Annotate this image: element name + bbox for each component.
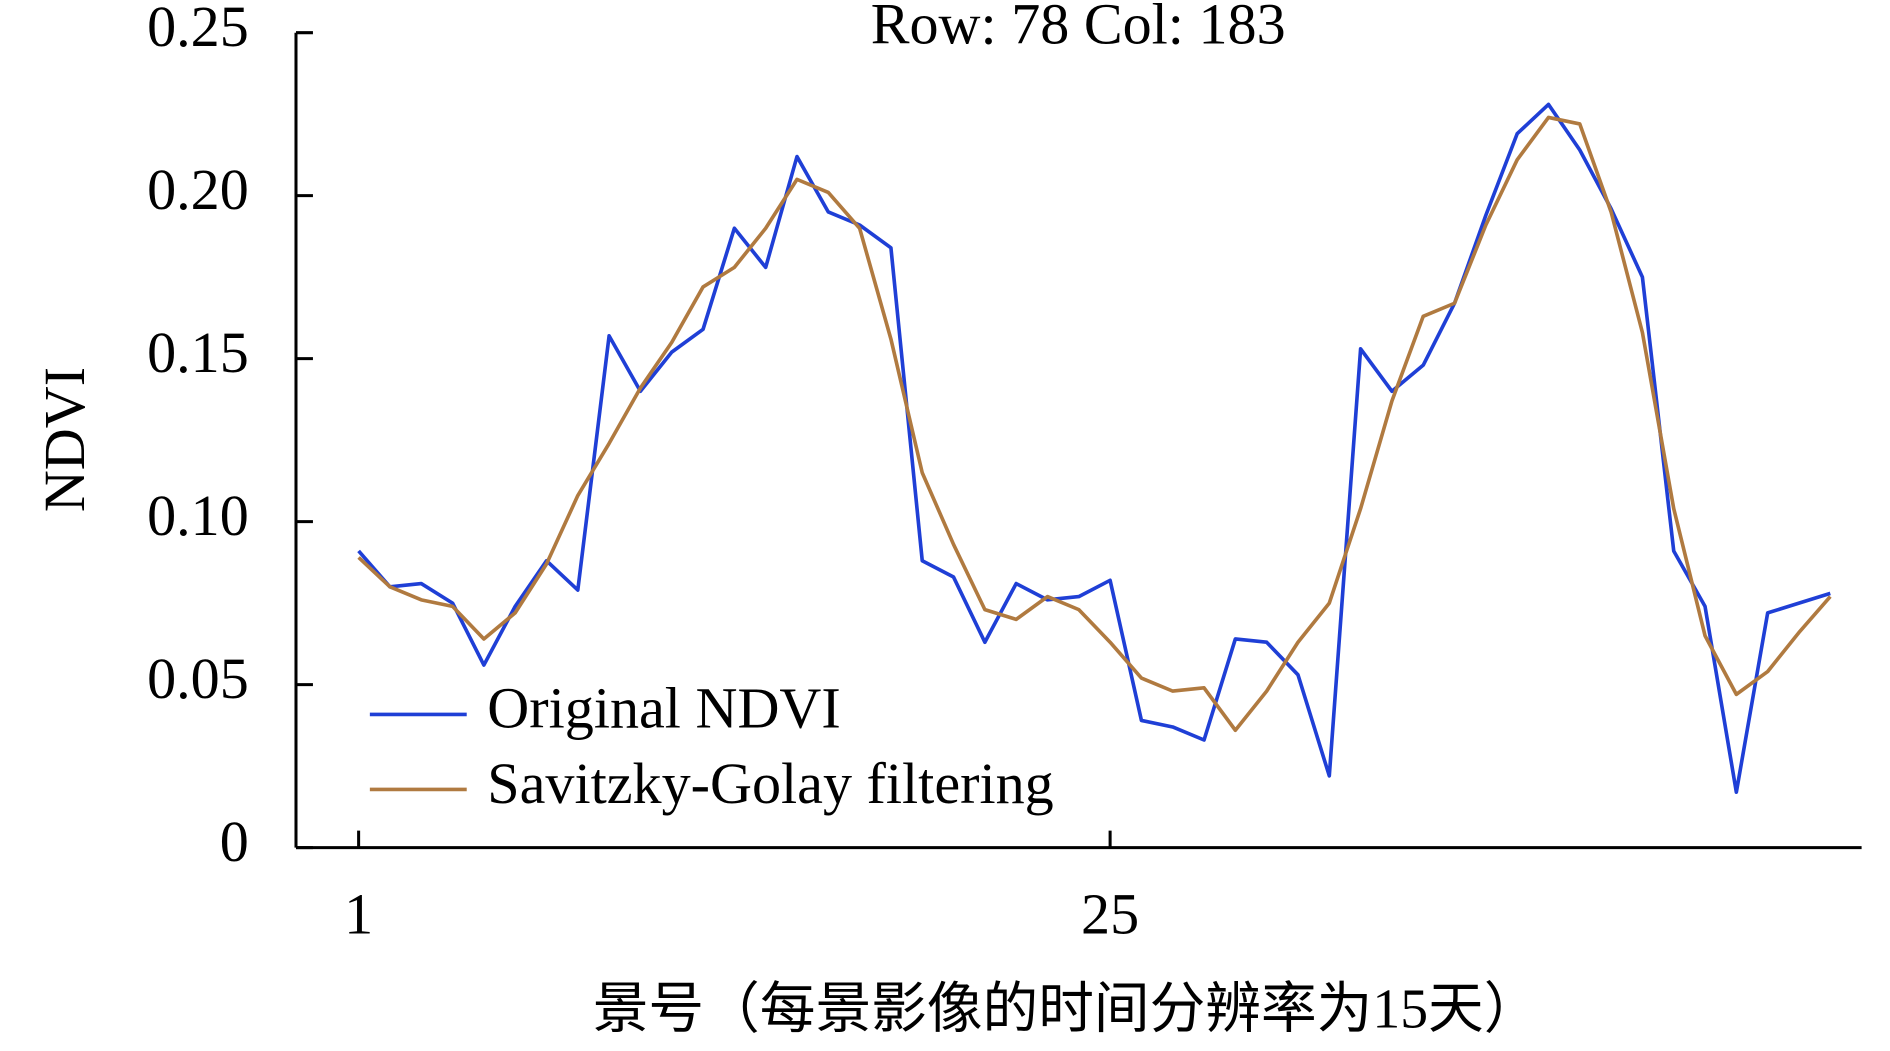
legend-label: Savitzky-Golay filtering — [487, 751, 1053, 816]
y-axis-label: NDVI — [32, 367, 97, 512]
data-line — [357, 102, 1831, 794]
x-tick-label: 1 — [344, 882, 373, 947]
data-line — [357, 115, 1832, 733]
x-axis-label: 景号（每景影像的时间分辨率为15天） — [593, 978, 1540, 1040]
y-tick-label: 0 — [220, 809, 249, 874]
y-tick-label: 0.05 — [147, 646, 249, 711]
legend-label: Original NDVI — [487, 676, 840, 741]
x-tick-label: 25 — [1081, 882, 1139, 947]
y-tick-label: 0.25 — [147, 0, 249, 59]
chart-title: Row: 78 Col: 183 — [871, 0, 1286, 57]
y-tick-label: 0.20 — [147, 157, 249, 222]
y-tick-label: 0.15 — [147, 320, 249, 385]
y-tick-label: 0.10 — [147, 483, 249, 548]
